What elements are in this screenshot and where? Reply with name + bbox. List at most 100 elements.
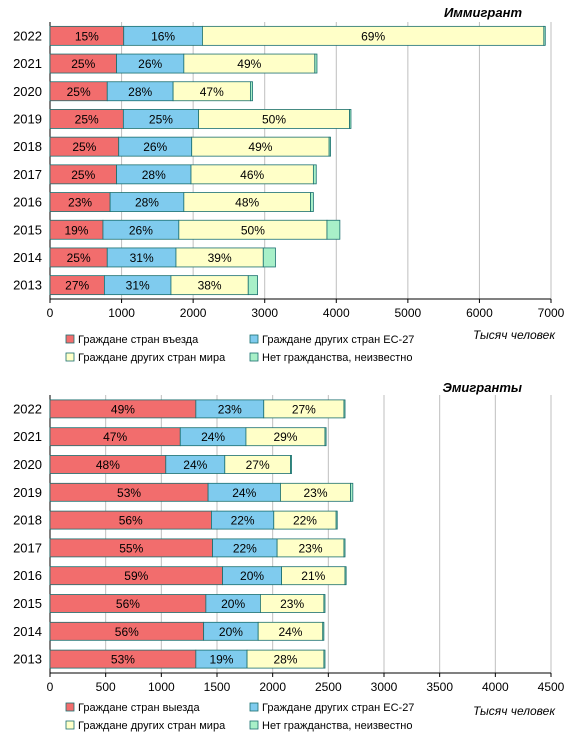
x-tick-label: 1000 <box>148 680 175 694</box>
bar-data-label: 38% <box>198 279 222 293</box>
y-tick-label: 2021 <box>13 429 42 444</box>
bar-data-label: 56% <box>115 625 139 639</box>
bar-segment <box>543 25 546 46</box>
bar-data-label: 20% <box>221 597 245 611</box>
bar-data-label: 49% <box>237 57 261 71</box>
bar-segment <box>350 482 354 502</box>
bar-data-label: 22% <box>233 541 257 555</box>
bar-segment <box>343 538 346 558</box>
y-tick-label: 2018 <box>13 139 42 154</box>
bar-data-label: 25% <box>67 251 91 265</box>
y-tick-label: 2020 <box>13 84 42 99</box>
x-tick-label: 3000 <box>251 306 278 320</box>
bar-data-label: 26% <box>138 57 162 71</box>
legend-label: Граждане других стран мира <box>78 720 226 732</box>
bar-data-label: 55% <box>119 541 143 555</box>
x-axis-label: Тысяч человек <box>473 704 556 718</box>
bar-data-label: 59% <box>124 569 148 583</box>
bar-segment <box>323 594 326 613</box>
y-tick-label: 2021 <box>13 56 42 71</box>
y-tick-label: 2014 <box>13 624 42 639</box>
bar-data-label: 23% <box>304 486 328 500</box>
bar-data-label: 20% <box>240 569 264 583</box>
y-tick-label: 2015 <box>13 596 42 611</box>
bar-data-label: 23% <box>299 541 323 555</box>
bar-segment <box>262 247 276 268</box>
x-tick-label: 7000 <box>538 306 565 320</box>
bar-data-label: 29% <box>273 430 297 444</box>
x-tick-label: 4000 <box>323 306 350 320</box>
bar-data-label: 56% <box>116 597 140 611</box>
bar-data-label: 25% <box>71 168 95 182</box>
legend-swatch <box>65 334 75 344</box>
bar-segment <box>343 399 346 419</box>
x-tick-label: 3500 <box>426 680 453 694</box>
bar-data-label: 25% <box>75 112 99 126</box>
bar-data-label: 20% <box>219 625 243 639</box>
bar-data-label: 49% <box>111 402 135 416</box>
bar-segment <box>335 510 338 530</box>
bar-data-label: 31% <box>126 279 150 293</box>
y-tick-label: 2019 <box>13 111 42 126</box>
y-tick-label: 2017 <box>13 540 42 555</box>
bar-data-label: 21% <box>301 569 325 583</box>
bar-data-label: 25% <box>67 85 91 99</box>
x-tick-label: 3000 <box>371 680 398 694</box>
x-tick-label: 0 <box>47 306 54 320</box>
emigrants-chart: Эмигранты 0 500 1000 1500 2000 2500 3000 3500 400… <box>13 380 565 732</box>
legend-swatch <box>249 352 259 362</box>
y-tick-label: 2019 <box>13 485 42 500</box>
bar-data-label: 56% <box>119 514 143 528</box>
bar-segment <box>247 275 258 296</box>
legend-label: Граждане стран въезда <box>78 334 199 346</box>
x-axis-label: Тысяч человек <box>473 328 556 342</box>
bar-data-label: 19% <box>64 223 88 237</box>
bar-data-label: 25% <box>72 140 96 154</box>
y-tick-label: 2018 <box>13 513 42 528</box>
bar-data-label: 24% <box>201 430 225 444</box>
y-tick-label: 2016 <box>13 568 42 583</box>
bar-data-label: 48% <box>235 196 259 210</box>
bar-data-label: 26% <box>129 223 153 237</box>
bar-segment <box>312 164 317 185</box>
legend-swatch <box>65 352 75 362</box>
bar-data-label: 27% <box>292 402 316 416</box>
bar-segment <box>328 136 331 157</box>
x-tick-label: 5000 <box>395 306 422 320</box>
y-tick-label: 2013 <box>13 652 42 667</box>
bar-data-label: 24% <box>278 625 302 639</box>
chart-title: Иммигрант <box>444 5 522 20</box>
legend-swatch <box>249 702 259 712</box>
bar-data-label: 23% <box>68 196 92 210</box>
legend-label: Граждане других стран ЕС-27 <box>262 702 414 714</box>
x-tick-label: 6000 <box>466 306 493 320</box>
x-tick-label: 0 <box>47 680 54 694</box>
bar-data-label: 47% <box>103 430 127 444</box>
bar-data-label: 48% <box>96 458 120 472</box>
bar-segment <box>349 109 352 129</box>
legend-swatch <box>65 720 75 730</box>
bar-data-label: 23% <box>280 597 304 611</box>
bar-data-label: 50% <box>262 112 286 126</box>
legend-label: Нет гражданства, неизвестно <box>262 720 412 732</box>
x-tick-label: 2000 <box>180 306 207 320</box>
legend-label: Нет гражданства, неизвестно <box>262 352 412 364</box>
y-tick-label: 2013 <box>13 278 42 293</box>
bar-data-label: 27% <box>65 279 89 293</box>
bar-data-label: 23% <box>218 402 242 416</box>
legend-swatch <box>65 702 75 712</box>
bar-data-label: 28% <box>273 653 297 667</box>
bar-data-label: 69% <box>361 29 385 43</box>
y-tick-label: 2022 <box>13 401 42 416</box>
x-tick-label: 2000 <box>259 680 286 694</box>
legend-swatch <box>249 334 259 344</box>
bar-data-label: 53% <box>111 653 135 667</box>
bar-segment <box>249 81 253 102</box>
x-tick-label: 1000 <box>108 306 135 320</box>
bar-data-label: 50% <box>241 223 265 237</box>
bar-data-label: 28% <box>142 168 166 182</box>
y-tick-label: 2022 <box>13 28 42 43</box>
x-tick-label: 4500 <box>538 680 565 694</box>
bar-segment <box>290 455 292 474</box>
bar-segment <box>323 649 326 669</box>
